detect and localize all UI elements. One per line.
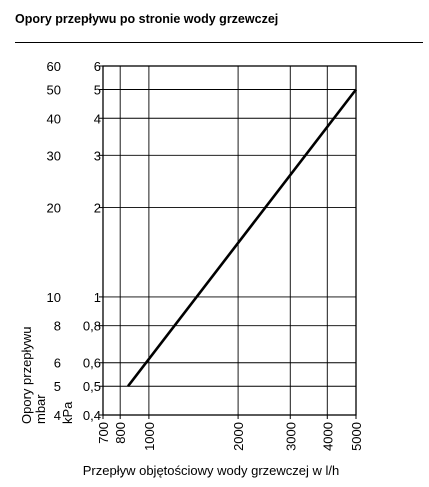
title-underline	[15, 42, 423, 43]
y-tick-label-kpa: 1	[94, 290, 101, 305]
x-axis-ticks: 700 800 1000 2000 3000 4000 5000	[96, 415, 364, 451]
y-axis-unit-kpa: kPa	[60, 401, 75, 424]
y-tick-label-mbar: 8	[54, 319, 61, 334]
x-tick-label: 2000	[231, 422, 246, 451]
y-tick-label-mbar: 5	[54, 379, 61, 394]
x-tick-label: 4000	[320, 422, 335, 451]
y-axis-unit-mbar: mbar	[33, 394, 48, 424]
x-tick-label: 1000	[142, 422, 157, 451]
y-tick-label-kpa: 0,6	[83, 356, 101, 371]
y-axis-labels: Opory przepływu mbar kPa	[19, 326, 75, 424]
y-tick-label-kpa: 4	[94, 111, 101, 126]
y-tick-label-mbar: 60	[47, 59, 61, 74]
y-tick-label-mbar: 4	[54, 408, 61, 423]
grid-lines	[102, 65, 357, 416]
data-series	[126, 88, 358, 388]
series-line	[126, 88, 358, 388]
y-tick-label-kpa: 0,4	[83, 408, 101, 423]
y-tick-label-mbar: 30	[47, 148, 61, 163]
y-tick-label-mbar: 10	[47, 290, 61, 305]
y-tick-label-kpa: 3	[94, 148, 101, 163]
y-tick-label-kpa: 6	[94, 59, 101, 74]
y-tick-label-mbar: 6	[54, 356, 61, 371]
y-tick-label-mbar: 50	[47, 82, 61, 97]
x-tick-label: 700	[96, 422, 111, 444]
plot-frame	[102, 65, 357, 416]
y-axis-title: Opory przepływu	[19, 326, 34, 424]
x-axis-title: Przepływ objętościowy wody grzewczej w l…	[83, 463, 339, 478]
y-tick-label-mbar: 40	[47, 111, 61, 126]
x-tick-label: 3000	[283, 422, 298, 451]
y-tick-label-kpa: 5	[94, 82, 101, 97]
chart-title: Opory przepływu po stronie wody grzewcze…	[15, 12, 279, 26]
y-tick-label-kpa: 2	[94, 201, 101, 216]
x-tick-label: 800	[113, 422, 128, 444]
x-tick-label: 5000	[349, 422, 364, 451]
y-tick-label-kpa: 0,5	[83, 379, 101, 394]
y-tick-label-mbar: 20	[47, 201, 61, 216]
y-axis-ticks: 0,4 4 0,5 5 0,6 6 0,8 8 1 10 2 20 3 30 4 40 5 50 6 60	[47, 59, 103, 423]
y-tick-label-kpa: 0,8	[83, 319, 101, 334]
